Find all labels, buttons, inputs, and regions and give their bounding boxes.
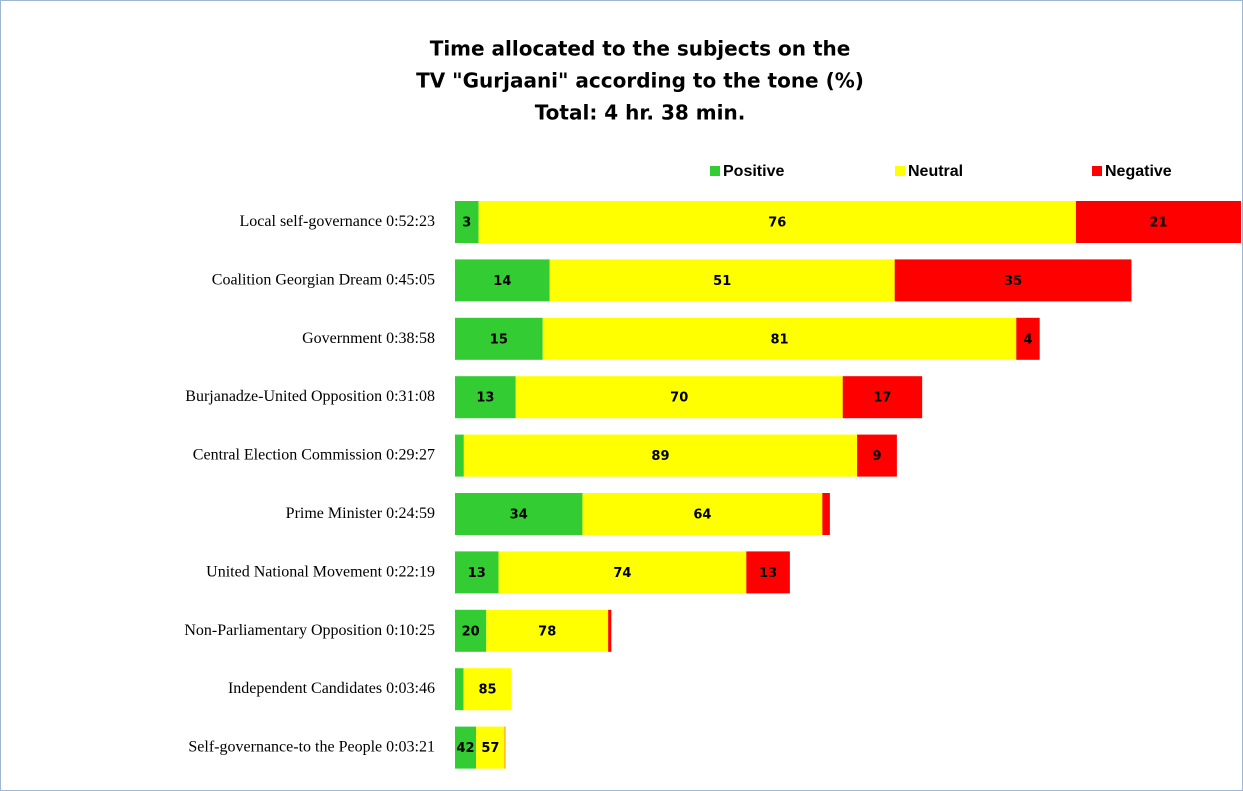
bar-segment <box>549 259 895 302</box>
category-time: 0:03:21 <box>386 738 435 755</box>
category-name: Independent Candidates <box>228 680 382 697</box>
category-name: Non-Parliamentary Opposition <box>184 621 382 638</box>
category-time: 0:52:23 <box>386 213 435 230</box>
chart-title: Time allocated to the subjects on the <box>430 37 851 61</box>
category-label: Self-governance-to the People 0:03:21 <box>188 738 435 755</box>
category-name: Government <box>302 329 383 346</box>
category-label: Coalition Georgian Dream 0:45:05 <box>212 271 435 288</box>
bar-segment <box>455 726 477 769</box>
bar-segment <box>822 493 830 535</box>
bar-segment <box>463 668 512 711</box>
data-label: 14 <box>493 274 511 289</box>
category-name: Burjanadze-United Opposition <box>185 388 382 405</box>
data-label: 57 <box>481 741 499 756</box>
bar-segment <box>746 551 790 594</box>
bar-segment <box>542 317 1017 360</box>
category-name: Self-governance-to the People <box>188 738 382 755</box>
category-label: Burjanadze-United Opposition 0:31:08 <box>185 388 435 405</box>
bar-segment <box>1016 317 1040 360</box>
legend-swatch <box>895 166 905 176</box>
data-label: 9 <box>872 449 881 464</box>
category-label: Independent Candidates 0:03:46 <box>228 680 435 697</box>
category-label: Non-Parliamentary Opposition 0:10:25 <box>184 621 435 638</box>
data-label: 13 <box>476 391 494 406</box>
bar-segment <box>894 259 1132 302</box>
data-label: 13 <box>759 566 777 581</box>
data-label: 64 <box>693 508 711 523</box>
bar-segment <box>455 259 550 302</box>
data-label: 76 <box>768 216 786 231</box>
bar-segment <box>455 434 464 477</box>
legend-swatch <box>1092 166 1102 176</box>
data-label: 81 <box>770 332 788 347</box>
category-time: 0:24:59 <box>386 505 435 522</box>
category-name: Prime Minister <box>286 505 383 522</box>
legend-label: Positive <box>723 163 784 180</box>
bar-segment <box>504 726 506 769</box>
bar-segment <box>455 201 479 243</box>
data-label: 21 <box>1149 216 1167 231</box>
category-time: 0:29:27 <box>386 446 435 463</box>
category-name: United National Movement <box>206 563 383 580</box>
bar-segment <box>498 551 747 594</box>
bar-segment <box>455 668 464 711</box>
category-time: 0:38:58 <box>386 329 435 346</box>
bar-segment <box>455 551 499 594</box>
category-time: 0:03:46 <box>386 680 435 697</box>
bar-segment <box>486 609 609 652</box>
category-name: Central Election Commission <box>193 446 382 463</box>
bar-segment <box>1075 201 1241 243</box>
bar-segment <box>582 493 823 535</box>
data-label: 4 <box>1023 332 1032 347</box>
category-time: 0:31:08 <box>386 388 435 405</box>
category-label: Central Election Commission 0:29:27 <box>193 446 435 463</box>
chart-title: Total: 4 hr. 38 min. <box>535 101 746 125</box>
data-label: 13 <box>468 566 486 581</box>
bar-segment <box>857 434 897 477</box>
category-name: Coalition Georgian Dream <box>212 271 383 288</box>
category-name: Local self-governance <box>240 213 383 230</box>
bar-segment <box>455 317 543 360</box>
data-label: 85 <box>478 683 496 698</box>
legend-label: Negative <box>1105 163 1172 180</box>
data-label: 70 <box>670 391 688 406</box>
category-label: United National Movement 0:22:19 <box>206 563 435 580</box>
legend-label: Neutral <box>908 163 963 180</box>
bar-segment <box>455 609 487 652</box>
bar-segment <box>463 434 858 477</box>
data-label: 34 <box>510 508 528 523</box>
bar-segment <box>478 201 1076 243</box>
chart-title: TV "Gurjaani" according to the tone (%) <box>416 69 864 93</box>
data-label: 74 <box>613 566 631 581</box>
bar-segment <box>608 609 612 652</box>
category-time: 0:22:19 <box>386 563 435 580</box>
bar-segment <box>515 376 843 419</box>
data-label: 35 <box>1004 274 1022 289</box>
bar-segment <box>842 376 923 419</box>
category-label: Government 0:38:58 <box>302 329 435 346</box>
category-label: Prime Minister 0:24:59 <box>286 505 435 522</box>
data-label: 20 <box>462 624 480 639</box>
data-label: 42 <box>457 741 475 756</box>
data-label: 15 <box>490 332 508 347</box>
data-label: 89 <box>651 449 669 464</box>
bar-segment <box>476 726 505 769</box>
category-label: Local self-governance 0:52:23 <box>240 213 435 230</box>
bar-segment <box>455 493 583 535</box>
bar-segment <box>455 376 516 419</box>
data-label: 17 <box>873 391 891 406</box>
legend-swatch <box>710 166 720 176</box>
data-label: 51 <box>713 274 731 289</box>
data-label: 3 <box>462 216 471 231</box>
data-label: 78 <box>538 624 556 639</box>
category-time: 0:10:25 <box>386 621 435 638</box>
category-time: 0:45:05 <box>386 271 435 288</box>
